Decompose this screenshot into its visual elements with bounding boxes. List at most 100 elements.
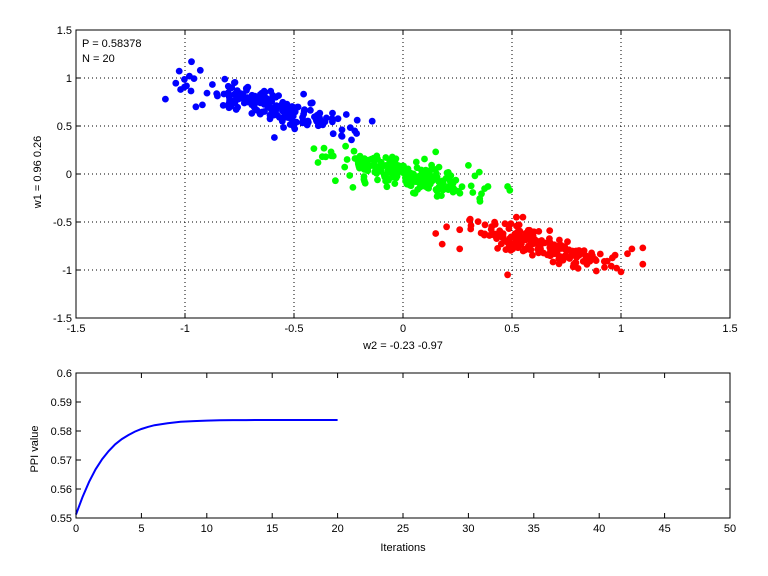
scatter-point: [422, 181, 430, 188]
scatter-point: [251, 92, 259, 100]
scatter-point: [282, 109, 290, 116]
line-x-tick-label: 0: [73, 523, 79, 535]
scatter-x-tick-label: 0: [400, 323, 406, 335]
line-x-tick-label: 5: [138, 523, 144, 535]
scatter-point: [504, 271, 511, 279]
scatter-point: [557, 253, 565, 261]
line-y-tick-label: 0.57: [51, 455, 72, 467]
scatter-point: [432, 230, 440, 237]
scatter-point: [426, 171, 434, 179]
scatter-point: [196, 66, 204, 74]
scatter-point: [300, 107, 308, 115]
scatter-point: [329, 118, 336, 126]
scatter-point: [539, 239, 546, 247]
scatter-point: [248, 100, 256, 108]
scatter-point: [267, 96, 275, 104]
scatter-point: [519, 213, 527, 221]
scatter-point: [186, 72, 193, 80]
scatter-point: [446, 176, 453, 184]
scatter-point: [513, 213, 520, 221]
line-x-tick-label: 25: [397, 523, 409, 535]
scatter-point: [554, 246, 562, 254]
scatter-point: [291, 106, 299, 114]
scatter-point: [219, 102, 227, 109]
scatter-point: [591, 256, 599, 263]
scatter-point: [353, 116, 361, 124]
scatter-point: [611, 251, 619, 259]
scatter-point: [564, 253, 571, 261]
scatter-point: [266, 111, 274, 119]
scatter-y-tick-label: 1.5: [57, 25, 72, 37]
line-y-axis-label: PPI value: [29, 425, 41, 472]
scatter-point: [466, 215, 474, 223]
scatter-point: [338, 126, 346, 134]
scatter-point: [332, 177, 339, 185]
scatter-point: [386, 162, 394, 170]
scatter-point: [452, 187, 459, 194]
scatter-point: [323, 114, 330, 122]
scatter-x-tick-label: -1.5: [67, 323, 86, 335]
line-y-tick-label: 0.59: [51, 397, 72, 409]
scatter-point: [529, 251, 536, 259]
scatter-point: [371, 160, 378, 168]
scatter-point: [469, 189, 477, 196]
scatter-point: [320, 144, 328, 152]
scatter-point: [435, 163, 443, 171]
line-ticks: 0 5 10 15 20 25 30 35 40 45 50 0.55 0.56 0.57 0.58 0.59…: [51, 368, 737, 535]
line-x-tick-label: 50: [724, 523, 736, 535]
scatter-point: [476, 195, 484, 203]
line-x-tick-label: 40: [593, 523, 605, 535]
scatter-point: [412, 158, 420, 166]
scatter-point: [505, 225, 513, 233]
scatter-point: [439, 184, 447, 191]
scatter-point: [579, 258, 587, 265]
line-x-tick-label: 45: [658, 523, 670, 535]
scatter-point: [310, 145, 318, 153]
scatter-point: [213, 90, 221, 97]
line-x-tick-label: 10: [201, 523, 213, 535]
scatter-y-tick-label: 1: [66, 73, 72, 85]
scatter-point: [338, 133, 346, 140]
scatter-point: [475, 168, 483, 176]
line-x-tick-label: 35: [528, 523, 540, 535]
scatter-point: [628, 245, 636, 253]
scatter-y-tick-label: 0: [66, 169, 72, 181]
scatter-point: [209, 81, 216, 88]
scatter-point: [349, 184, 357, 191]
scatter-point: [307, 106, 314, 114]
scatter-point: [491, 230, 499, 238]
scatter-point: [236, 93, 244, 100]
scatter-point: [391, 180, 399, 188]
scatter-ticks: -1.5 -1 -0.5 0 0.5 1 1.5 -1.5 -1 -0.5 0 0.5 1 1.5: [53, 25, 738, 335]
scatter-point: [557, 242, 565, 249]
scatter-point: [271, 134, 278, 141]
line-y-tick-label: 0.55: [51, 513, 72, 525]
scatter-point: [220, 90, 228, 98]
scatter-point: [391, 173, 399, 181]
scatter-y-tick-label: -1.5: [53, 313, 72, 325]
line-plot: 0 5 10 15 20 25 30 35 40 45 50 0.55 0.56 0.57 0.58 0.59…: [29, 368, 736, 554]
scatter-point: [406, 181, 413, 189]
scatter-y-tick-label: -0.5: [53, 217, 72, 229]
scatter-point: [506, 186, 514, 194]
scatter-point: [433, 170, 440, 178]
scatter-point: [546, 235, 553, 243]
scatter-x-tick-label: -1: [180, 323, 190, 335]
scatter-point: [177, 86, 185, 93]
scatter-point: [372, 167, 379, 175]
scatter-point: [261, 108, 268, 115]
scatter-point: [362, 161, 370, 169]
scatter-point: [438, 240, 446, 248]
scatter-point: [518, 240, 525, 248]
scatter-point: [601, 264, 608, 271]
scatter-point: [303, 121, 311, 129]
scatter-point: [603, 257, 611, 265]
scatter-point: [443, 223, 450, 231]
scatter-annotation-n: N = 20: [82, 53, 115, 65]
scatter-x-tick-label: 1: [618, 323, 624, 335]
scatter-point: [507, 247, 515, 254]
line-x-tick-label: 15: [266, 523, 278, 535]
scatter-point: [519, 247, 527, 255]
scatter-point: [221, 75, 229, 83]
